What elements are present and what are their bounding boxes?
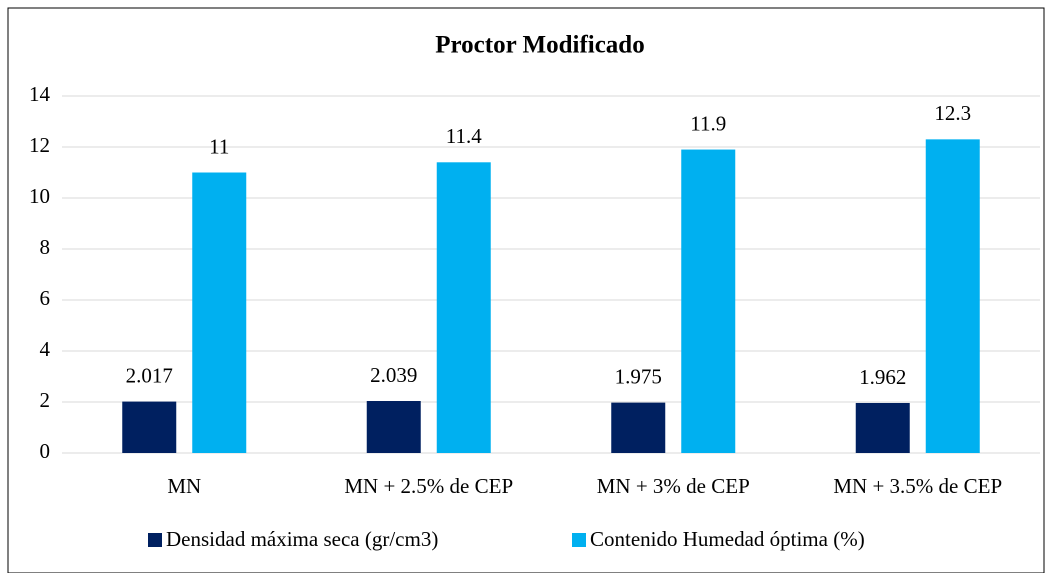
x-tick-label: MN + 3.5% de CEP <box>833 474 1002 498</box>
data-label: 2.017 <box>126 363 173 387</box>
y-tick-label: 10 <box>29 184 50 208</box>
bar <box>122 401 177 453</box>
y-tick-label: 2 <box>40 388 51 412</box>
legend-label: Densidad máxima seca (gr/cm3) <box>166 527 438 551</box>
y-tick-label: 0 <box>40 439 51 463</box>
data-label: 11 <box>209 134 229 158</box>
data-label: 1.962 <box>859 365 906 389</box>
legend-swatch <box>572 533 586 547</box>
data-label: 2.039 <box>370 363 417 387</box>
data-label: 11.4 <box>446 124 482 148</box>
y-tick-label: 12 <box>29 133 50 157</box>
bar <box>611 402 666 453</box>
data-label: 1.975 <box>615 364 662 388</box>
bar <box>855 402 910 453</box>
chart-border <box>7 7 1045 573</box>
x-tick-label: MN + 2.5% de CEP <box>344 474 513 498</box>
chart-title: Proctor Modificado <box>435 32 644 59</box>
x-tick-label: MN <box>167 474 201 498</box>
y-tick-label: 6 <box>40 286 51 310</box>
bar <box>925 139 980 453</box>
bar <box>436 162 491 454</box>
bar <box>192 172 247 453</box>
bar <box>366 401 421 453</box>
data-label: 12.3 <box>934 101 971 125</box>
x-tick-label: MN + 3% de CEP <box>597 474 750 498</box>
legend-swatch <box>148 533 162 547</box>
data-label: 11.9 <box>690 111 726 135</box>
legend-label: Contenido Humedad óptima (%) <box>590 527 865 551</box>
y-tick-label: 8 <box>40 235 51 259</box>
y-tick-label: 14 <box>29 82 51 106</box>
bar <box>681 149 736 454</box>
y-tick-label: 4 <box>40 337 51 361</box>
